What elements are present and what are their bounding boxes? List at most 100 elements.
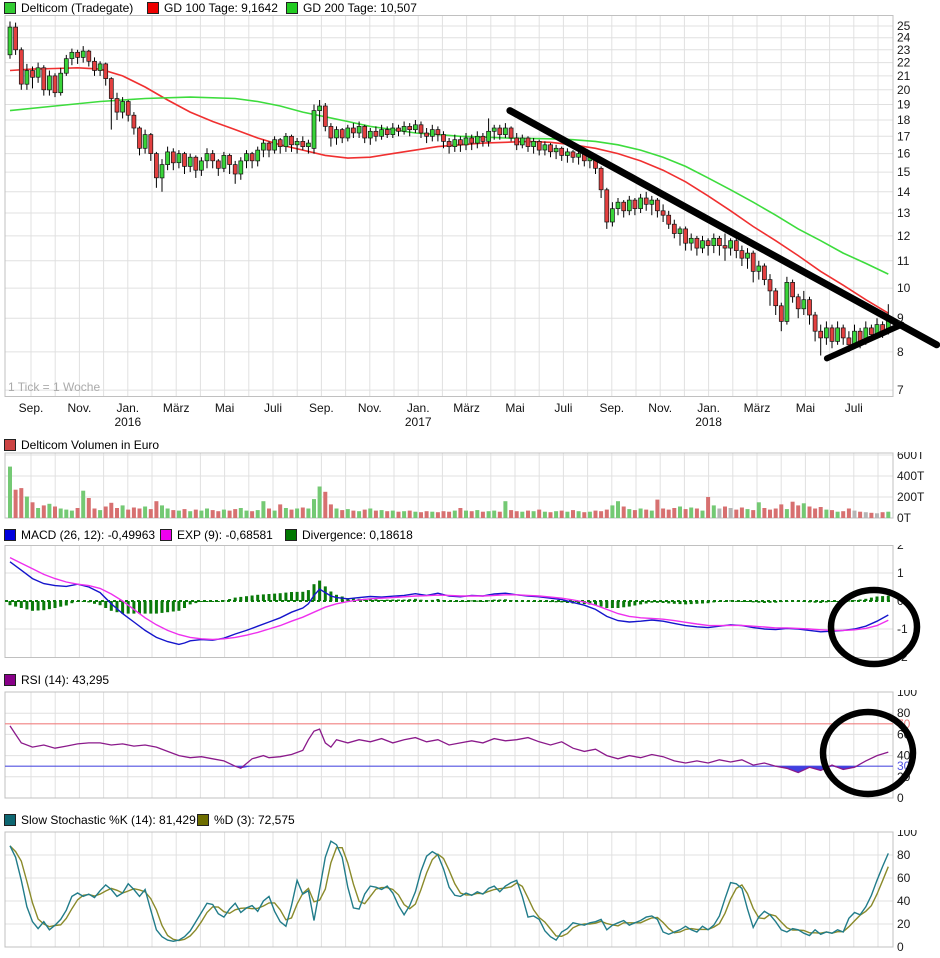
svg-text:Juli: Juli	[554, 401, 572, 415]
svg-text:Sep.: Sep.	[599, 401, 624, 415]
svg-text:Mai: Mai	[796, 401, 815, 415]
svg-text:Mai: Mai	[505, 401, 524, 415]
legend-item-divergence: Divergence: 0,18618	[285, 528, 413, 542]
svg-text:0: 0	[897, 791, 904, 802]
volume-chart-svg: 600T 400T 200T 0T	[4, 452, 925, 524]
svg-text:2: 2	[897, 545, 904, 552]
series-swatch-macd	[4, 529, 16, 541]
svg-text:18: 18	[897, 113, 911, 127]
svg-text:1 Tick = 1 Woche: 1 Tick = 1 Woche	[8, 380, 100, 394]
svg-text:100: 100	[897, 690, 917, 699]
svg-text:14: 14	[897, 185, 911, 199]
svg-text:Jan.: Jan.	[116, 401, 139, 415]
svg-text:40: 40	[897, 894, 911, 908]
svg-text:40: 40	[897, 749, 911, 763]
svg-text:Juli: Juli	[845, 401, 863, 415]
legend-label: Delticom Volumen in Euro	[21, 438, 160, 452]
rsi-panel: 100 80 70 60 40 30 20 0	[0, 690, 940, 802]
legend-label: GD 200 Tage: 10,507	[303, 1, 417, 15]
svg-text:24: 24	[897, 31, 911, 45]
svg-text:19: 19	[897, 98, 911, 112]
svg-text:7: 7	[897, 383, 904, 397]
svg-text:2016: 2016	[114, 415, 141, 429]
legend-label: Delticom (Tradegate)	[21, 1, 134, 15]
svg-text:25: 25	[897, 19, 911, 33]
stoch-legend: Slow Stochastic %K (14): 81,429 %D (3): …	[0, 812, 940, 827]
series-swatch-exp	[160, 529, 172, 541]
svg-text:9: 9	[897, 311, 904, 325]
macd-legend: MACD (26, 12): -0,49963 EXP (9): -0,6858…	[0, 527, 940, 542]
legend-item-volume: Delticom Volumen in Euro	[4, 438, 159, 452]
svg-text:10: 10	[897, 281, 911, 295]
svg-text:22: 22	[897, 56, 911, 70]
svg-text:100: 100	[897, 830, 917, 839]
svg-text:Sep.: Sep.	[309, 401, 334, 415]
svg-text:März: März	[744, 401, 771, 415]
svg-text:Sep.: Sep.	[19, 401, 44, 415]
svg-text:Jan.: Jan.	[407, 401, 430, 415]
svg-text:Jan.: Jan.	[697, 401, 720, 415]
series-swatch-rsi	[4, 674, 16, 686]
volume-legend: Delticom Volumen in Euro	[0, 437, 940, 452]
legend-item-macd: MACD (26, 12): -0,49963	[4, 528, 155, 542]
series-swatch-stoch-d	[197, 814, 209, 826]
svg-text:Nov.: Nov.	[68, 401, 92, 415]
svg-text:23: 23	[897, 43, 911, 57]
series-swatch-divergence	[285, 529, 297, 541]
macd-chart-svg: 210-1-2	[4, 545, 921, 668]
series-swatch-delticom	[4, 2, 16, 14]
legend-label: GD 100 Tage: 9,1642	[164, 1, 278, 15]
series-swatch-volume	[4, 439, 16, 451]
legend-label: MACD (26, 12): -0,49963	[21, 528, 156, 542]
svg-text:Nov.: Nov.	[358, 401, 382, 415]
svg-text:80: 80	[897, 706, 911, 720]
svg-text:20: 20	[897, 83, 911, 97]
macd-panel: 2 1 0 -1 -2	[0, 545, 940, 669]
legend-item-stoch-k: Slow Stochastic %K (14): 81,429	[4, 813, 196, 827]
svg-text:Mai: Mai	[215, 401, 234, 415]
stoch-chart-svg: 100 80 60 40 20 0	[4, 830, 917, 952]
legend-item-exp: EXP (9): -0,68581	[160, 528, 273, 542]
svg-text:2017: 2017	[405, 415, 432, 429]
rsi-legend: RSI (14): 43,295	[0, 672, 940, 687]
svg-text:März: März	[453, 401, 480, 415]
stoch-panel: 100 80 60 40 20 0	[0, 830, 940, 952]
series-swatch-gd100	[147, 2, 159, 14]
legend-item-gd200: GD 200 Tage: 10,507	[286, 1, 417, 15]
svg-text:0: 0	[897, 940, 904, 952]
svg-text:2018: 2018	[695, 415, 722, 429]
svg-text:März: März	[163, 401, 190, 415]
volume-panel: 600T 400T 200T 0T	[0, 452, 940, 524]
svg-text:8: 8	[897, 345, 904, 359]
series-swatch-gd200	[286, 2, 298, 14]
svg-text:20: 20	[897, 917, 911, 931]
svg-text:21: 21	[897, 69, 911, 83]
svg-text:-1: -1	[897, 622, 908, 636]
svg-text:Nov.: Nov.	[648, 401, 672, 415]
legend-label: EXP (9): -0,68581	[177, 528, 273, 542]
svg-text:60: 60	[897, 871, 911, 885]
legend-label: RSI (14): 43,295	[21, 673, 110, 687]
svg-text:11: 11	[897, 254, 910, 268]
legend-label: Divergence: 0,18618	[302, 528, 413, 542]
legend-label: Slow Stochastic %K (14): 81,429	[21, 813, 196, 827]
svg-text:80: 80	[897, 848, 911, 862]
legend-item-stoch-d: %D (3): 72,575	[197, 813, 295, 827]
svg-text:400T: 400T	[897, 469, 925, 483]
legend-label: %D (3): 72,575	[214, 813, 295, 827]
legend-item-rsi: RSI (14): 43,295	[4, 673, 109, 687]
svg-text:0T: 0T	[897, 511, 912, 524]
legend-item-delticom: Delticom (Tradegate)	[4, 1, 133, 15]
svg-text:16: 16	[897, 147, 911, 161]
svg-text:12: 12	[897, 229, 911, 243]
legend-item-gd100: GD 100 Tage: 9,1642	[147, 1, 278, 15]
svg-text:17: 17	[897, 129, 911, 143]
svg-text:Juli: Juli	[264, 401, 282, 415]
svg-text:1: 1	[897, 566, 904, 580]
svg-text:15: 15	[897, 165, 911, 179]
svg-text:200T: 200T	[897, 490, 925, 504]
price-legend: Delticom (Tradegate) GD 100 Tage: 9,1642…	[0, 0, 940, 15]
